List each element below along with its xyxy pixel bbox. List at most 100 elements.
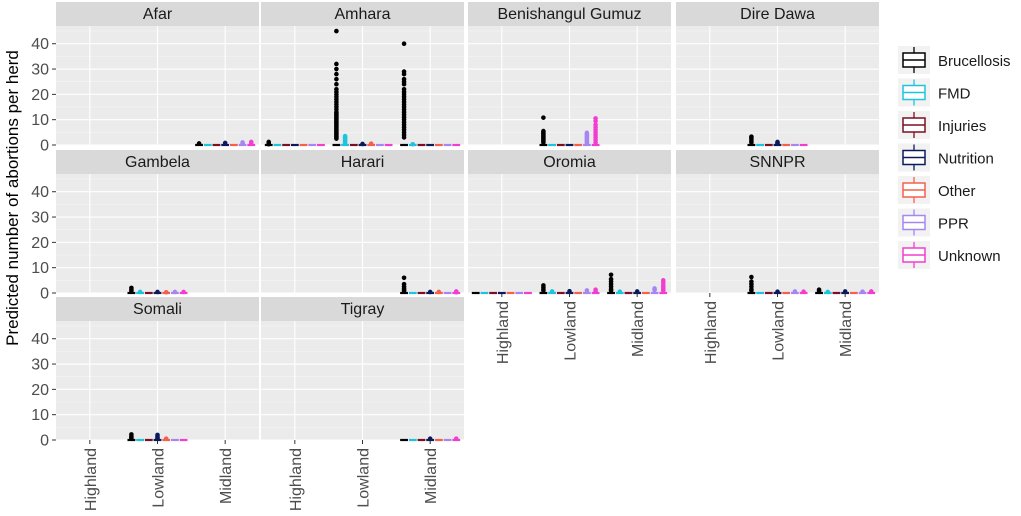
panel-title: Gambela: [125, 154, 190, 171]
legend-item-other: Other: [898, 176, 976, 204]
outlier-fmd: [137, 289, 143, 295]
x-tick-label-midland: Midland: [423, 448, 440, 504]
y-tick-label: 0: [40, 138, 49, 155]
outlier-brucellosis: [334, 136, 339, 141]
y-tick-label: 40: [31, 331, 49, 348]
y-axis-title: Predicted number of abortions per herd: [3, 50, 22, 346]
x-tick-label-midland: Midland: [838, 301, 855, 357]
x-tick-label-highland: Highland: [703, 301, 720, 364]
outlier-ppr: [584, 288, 590, 293]
outlier-other: [163, 289, 169, 295]
outlier-nutrition: [427, 436, 433, 442]
outlier-fmd: [825, 289, 831, 295]
legend-label: Injuries: [938, 118, 986, 135]
outlier-nutrition: [155, 289, 160, 295]
panel-strip: [676, 2, 879, 26]
group-midland: [400, 436, 461, 442]
group-midland: [195, 139, 256, 147]
outlier-ppr: [652, 287, 657, 293]
panel-gambela: Gambela 0 10 20 30 40: [31, 150, 259, 303]
outlier-ppr: [172, 289, 178, 295]
x-tick-label-midland: Midland: [630, 301, 647, 357]
y-tick-label: 20: [31, 87, 49, 104]
panel-strip: [261, 297, 464, 321]
outlier-brucellosis: [334, 81, 339, 87]
outlier-brucellosis: [749, 288, 754, 293]
outlier-unknown: [593, 118, 598, 124]
y-tick-label: 30: [31, 62, 49, 79]
outlier-brucellosis: [401, 275, 407, 281]
outlier-fmd: [617, 289, 623, 295]
panel-strip: [56, 2, 259, 26]
group-lowland: [539, 283, 600, 295]
outlier-brucellosis: [816, 288, 822, 294]
group-lowland: [127, 285, 188, 295]
group-midland: [400, 275, 461, 295]
y-tick-label: 0: [40, 433, 49, 450]
x-tick-label-midland: Midland: [218, 448, 235, 504]
outlier-brucellosis: [401, 81, 407, 87]
panel-title: Afar: [143, 6, 173, 23]
outlier-brucellosis: [334, 66, 339, 72]
y-tick-label: 10: [31, 260, 49, 277]
y-tick-label: 40: [31, 184, 49, 201]
outlier-brucellosis: [749, 274, 754, 280]
y-tick-label: 30: [31, 357, 49, 374]
legend-item-unknown: Unknown: [898, 241, 1001, 269]
legend-label: Other: [938, 183, 976, 200]
legend-label: Nutrition: [938, 151, 994, 168]
panel-title: Somali: [133, 301, 182, 318]
outlier-ppr: [792, 289, 798, 294]
legend-item-ppr: PPR: [898, 208, 969, 237]
outlier-brucellosis: [401, 41, 407, 47]
panel-strip: [468, 2, 671, 26]
outlier-brucellosis: [541, 288, 546, 293]
panel-somali: Somali 0 10 20 30 40 Highland Lowland Midland: [31, 297, 259, 511]
outlier-unknown: [453, 289, 459, 295]
outlier-nutrition: [155, 436, 160, 442]
panel-strip: [56, 150, 259, 174]
outlier-unknown: [248, 139, 254, 145]
outlier-other: [368, 141, 374, 147]
panel-title: SNNPR: [749, 154, 805, 171]
legend-label: PPR: [938, 216, 969, 233]
outlier-brucellosis: [608, 288, 614, 293]
x-tick-label-highland: Highland: [495, 301, 512, 364]
outlier-brucellosis: [541, 140, 546, 145]
outlier-unknown: [868, 289, 874, 294]
outlier-nutrition: [842, 289, 848, 294]
outlier-brucellosis: [541, 115, 546, 120]
y-tick-label: 10: [31, 112, 49, 129]
outlier-unknown: [453, 436, 459, 442]
legend-label: Brucellosis: [938, 53, 1011, 70]
outlier-unknown: [181, 289, 186, 295]
legend-item-injuries: Injuries: [898, 111, 986, 139]
group-midland: [815, 287, 876, 295]
panel-strip: [56, 297, 259, 321]
x-tick-label-highland: Highland: [83, 448, 100, 511]
panel-tigray: Tigray Highland Lowland Midland: [261, 297, 464, 511]
outlier-fmd: [342, 141, 348, 147]
panel-title: Benishangul Gumuz: [497, 6, 641, 23]
panel-strip: [676, 150, 879, 174]
outlier-nutrition: [427, 289, 433, 295]
outlier-brucellosis: [129, 436, 134, 441]
outlier-nutrition: [775, 141, 780, 147]
outlier-brucellosis: [334, 71, 339, 77]
panel-title: Amhara: [334, 6, 390, 23]
y-tick-label: 30: [31, 210, 49, 227]
legend-item-nutrition: Nutrition: [898, 143, 994, 172]
outlier-ppr: [860, 289, 865, 295]
outlier-nutrition: [360, 141, 365, 147]
panel-title: Tigray: [341, 301, 385, 318]
legend-label: FMD: [938, 86, 971, 103]
outlier-nutrition: [222, 140, 228, 146]
y-tick-label: 0: [40, 286, 49, 303]
panel-strip: [468, 150, 671, 174]
outlier-nutrition: [634, 289, 640, 294]
panel-dire-dawa: Dire Dawa: [676, 2, 879, 147]
x-tick-label-lowland: Lowland: [771, 301, 788, 361]
outlier-nutrition: [775, 289, 780, 295]
panel-title: Dire Dawa: [740, 6, 815, 23]
